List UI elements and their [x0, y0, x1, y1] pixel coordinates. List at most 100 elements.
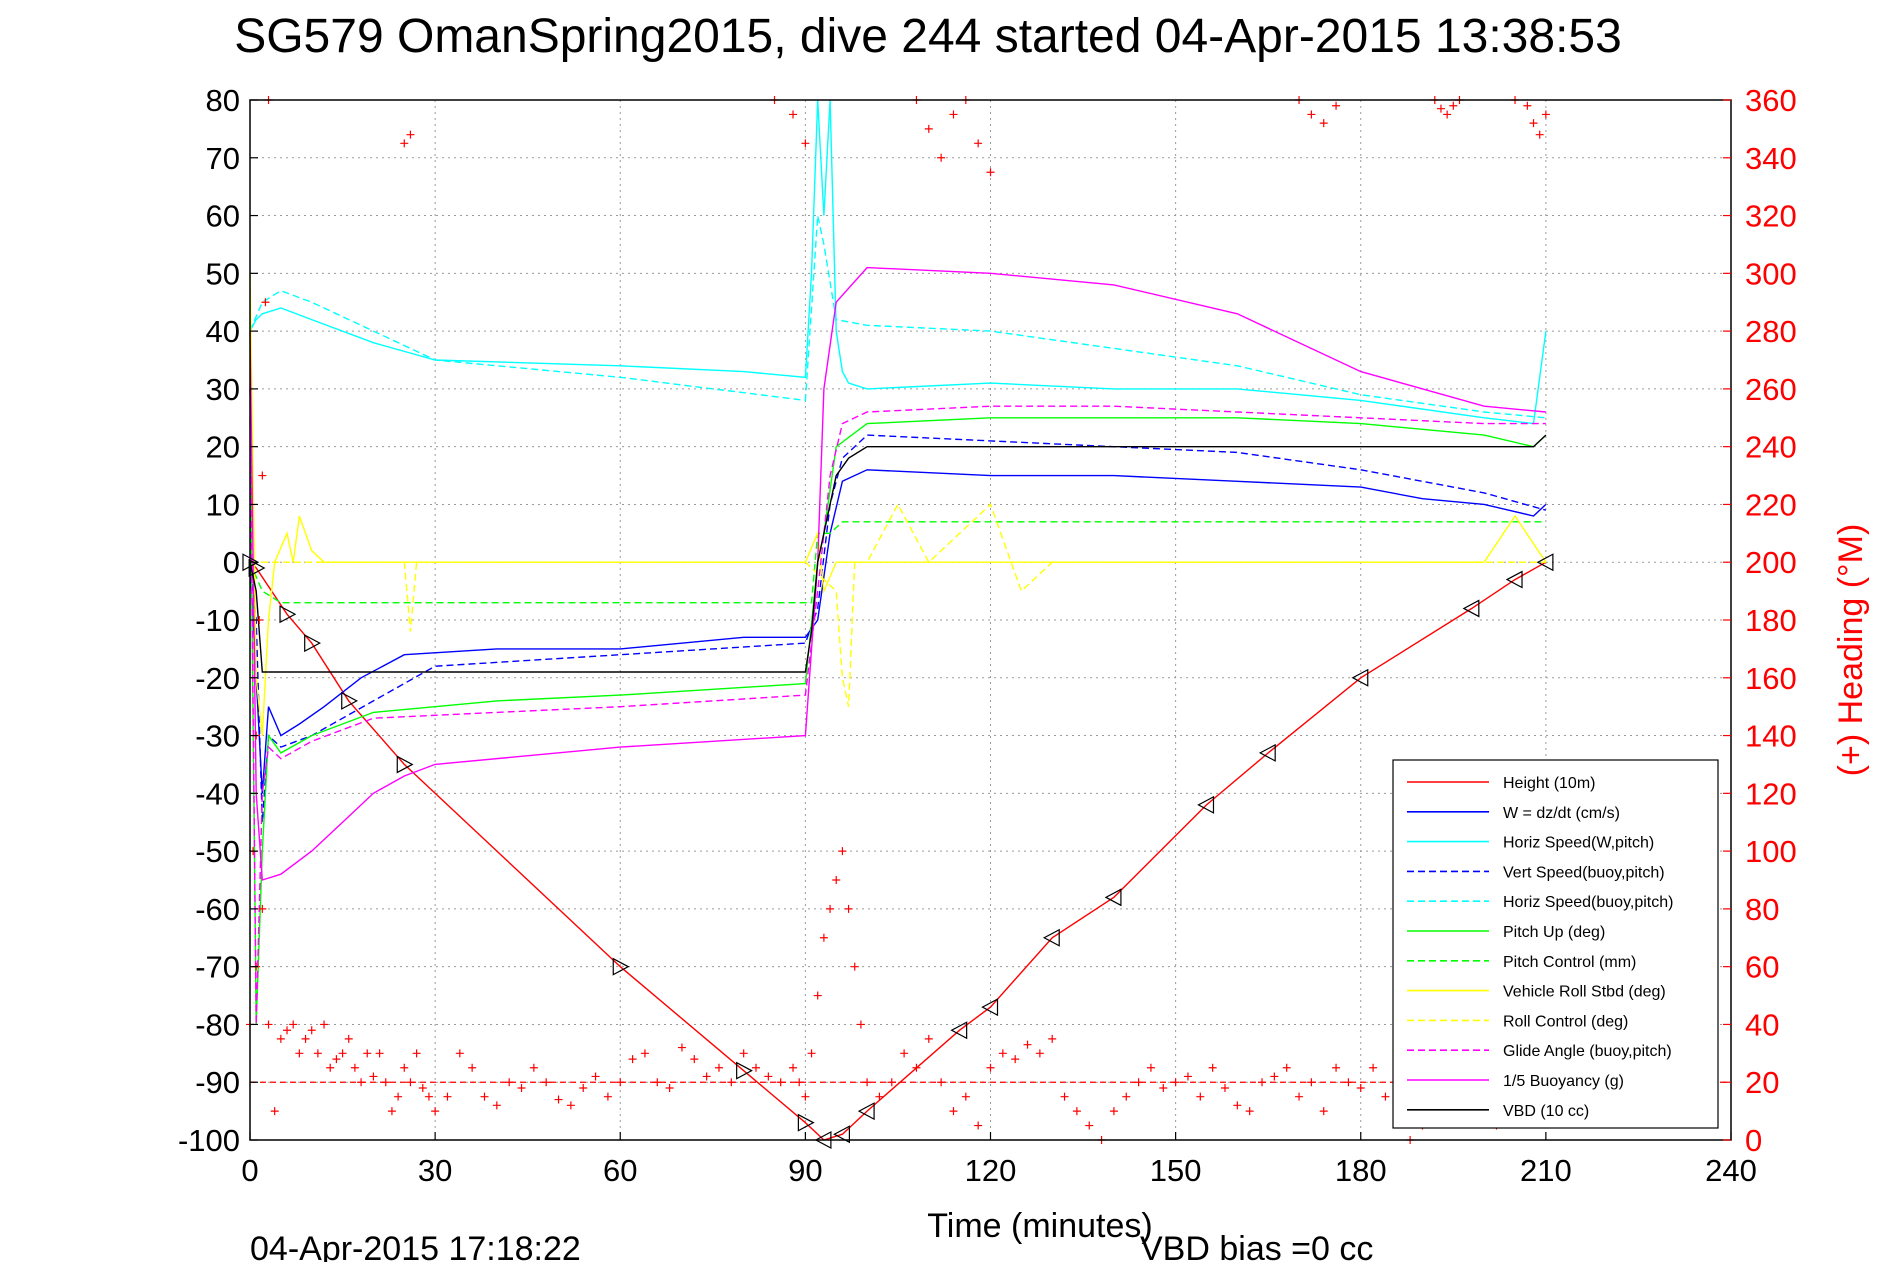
heading-point [801, 1092, 810, 1101]
height-marker [797, 1113, 815, 1132]
heading-point [307, 1026, 316, 1035]
height-marker [1042, 928, 1060, 947]
heading-track-point [1319, 119, 1328, 128]
heading-point [480, 1092, 489, 1101]
height-marker [1258, 743, 1276, 762]
height-marker [304, 634, 321, 653]
heading-track-point [801, 139, 810, 148]
height-marker [279, 605, 297, 624]
series-line-8 [250, 502, 1546, 707]
heading-track-point [1436, 104, 1445, 113]
heading-point [276, 1034, 285, 1043]
heading-point [264, 1020, 273, 1029]
heading-point [1356, 1084, 1365, 1092]
height-marker [1351, 668, 1369, 687]
heading-point [826, 904, 835, 913]
heading-point [1146, 1063, 1155, 1072]
legend-label-11: VBD (10 cc) [1503, 1103, 1589, 1120]
legend-label-3: Vert Speed(buoy,pitch) [1503, 864, 1665, 881]
heading-track-point [400, 139, 409, 148]
height-marker [1536, 553, 1554, 572]
heading-track-point [974, 139, 983, 148]
right-tick-label: 280 [1745, 314, 1797, 349]
x-tick-label: 90 [788, 1153, 822, 1188]
heading-point [363, 1049, 372, 1058]
series-line-1 [249, 469, 1547, 794]
heading-point [387, 1107, 396, 1116]
right-tick-label: 80 [1745, 892, 1779, 927]
x-axis-label: Time (minutes) [927, 1207, 1152, 1245]
series-line-2 [249, 99, 1547, 425]
heading-point [1369, 1063, 1378, 1072]
x-axis-ticks: 0 30 60 90 120 150 180 210 240 [241, 1132, 1757, 1188]
heading-track-point [1449, 101, 1458, 110]
x-tick-label: 30 [418, 1153, 452, 1188]
heading-point [974, 1121, 983, 1130]
right-tick-label: 100 [1745, 834, 1797, 869]
heading-point [468, 1063, 477, 1072]
heading-point [566, 1101, 575, 1110]
y-tick-label: -40 [195, 776, 240, 811]
heading-point [838, 847, 847, 856]
y-tick-label: -70 [195, 950, 240, 985]
heading-point [1048, 1034, 1057, 1043]
heading-point [1196, 1092, 1205, 1101]
legend-label-1: W = dz/dt (cm/s) [1503, 805, 1620, 822]
heading-point [998, 1049, 1007, 1058]
heading-point [616, 1078, 625, 1087]
heading-track-point [1535, 130, 1544, 139]
right-tick-label: 180 [1745, 603, 1797, 638]
right-tick-label: 240 [1745, 430, 1797, 465]
heading-point [424, 1092, 433, 1101]
heading-track-point [924, 124, 933, 133]
x-tick-label: 60 [603, 1153, 637, 1188]
legend-label-6: Pitch Control (mm) [1503, 954, 1636, 971]
heading-point [819, 933, 828, 942]
y-tick-label: -90 [195, 1065, 240, 1100]
height-marker [833, 1125, 850, 1144]
heading-point [1220, 1084, 1229, 1092]
x-tick-label: 240 [1705, 1153, 1757, 1188]
heading-point [289, 1020, 298, 1029]
x-tick-label: 120 [965, 1153, 1017, 1188]
heading-point [313, 1049, 322, 1058]
heading-point [295, 1049, 304, 1058]
heading-track-point [1307, 110, 1316, 119]
heading-track-point [1523, 101, 1532, 110]
right-tick-label: 340 [1745, 141, 1797, 176]
legend-label-8: Roll Control (deg) [1503, 1013, 1628, 1030]
heading-point [443, 1092, 452, 1101]
heading-point [492, 1101, 501, 1110]
heading-track-point [1529, 119, 1538, 128]
legend-label-7: Vehicle Roll Stbd (deg) [1503, 984, 1666, 1001]
y-tick-label: 10 [206, 487, 240, 522]
heading-point [1023, 1040, 1032, 1049]
right-tick-label: 300 [1745, 256, 1797, 291]
heading-point [690, 1055, 699, 1064]
heading-point [505, 1078, 514, 1087]
legend-label-9: Glide Angle (buoy,pitch) [1503, 1043, 1672, 1060]
height-marker [1505, 570, 1523, 589]
heading-point [270, 1107, 279, 1116]
heading-point [1159, 1084, 1168, 1092]
heading-point [1109, 1107, 1118, 1116]
heading-point [887, 1078, 896, 1087]
height-marker [1104, 888, 1122, 907]
y-tick-label: 40 [206, 314, 240, 349]
heading-point [986, 1063, 995, 1072]
right-axis-ticks: 3603403203002802602402202001801601401201… [1723, 83, 1797, 1158]
heading-point [1183, 1072, 1192, 1081]
height-marker [950, 1021, 968, 1040]
heading-point [1060, 1092, 1069, 1101]
footer-timestamp: 04-Apr-2015 17:18:22 [250, 1230, 581, 1262]
height-marker [1462, 599, 1480, 618]
y-tick-label: 60 [206, 199, 240, 234]
right-tick-label: 40 [1745, 1007, 1779, 1042]
y-tick-label: -30 [195, 719, 240, 754]
heading-point [517, 1084, 526, 1092]
heading-point [1307, 1078, 1316, 1087]
heading-point [542, 1078, 551, 1087]
height-marker [341, 691, 359, 710]
heading-point [529, 1063, 538, 1072]
y-tick-label: -60 [195, 892, 240, 927]
